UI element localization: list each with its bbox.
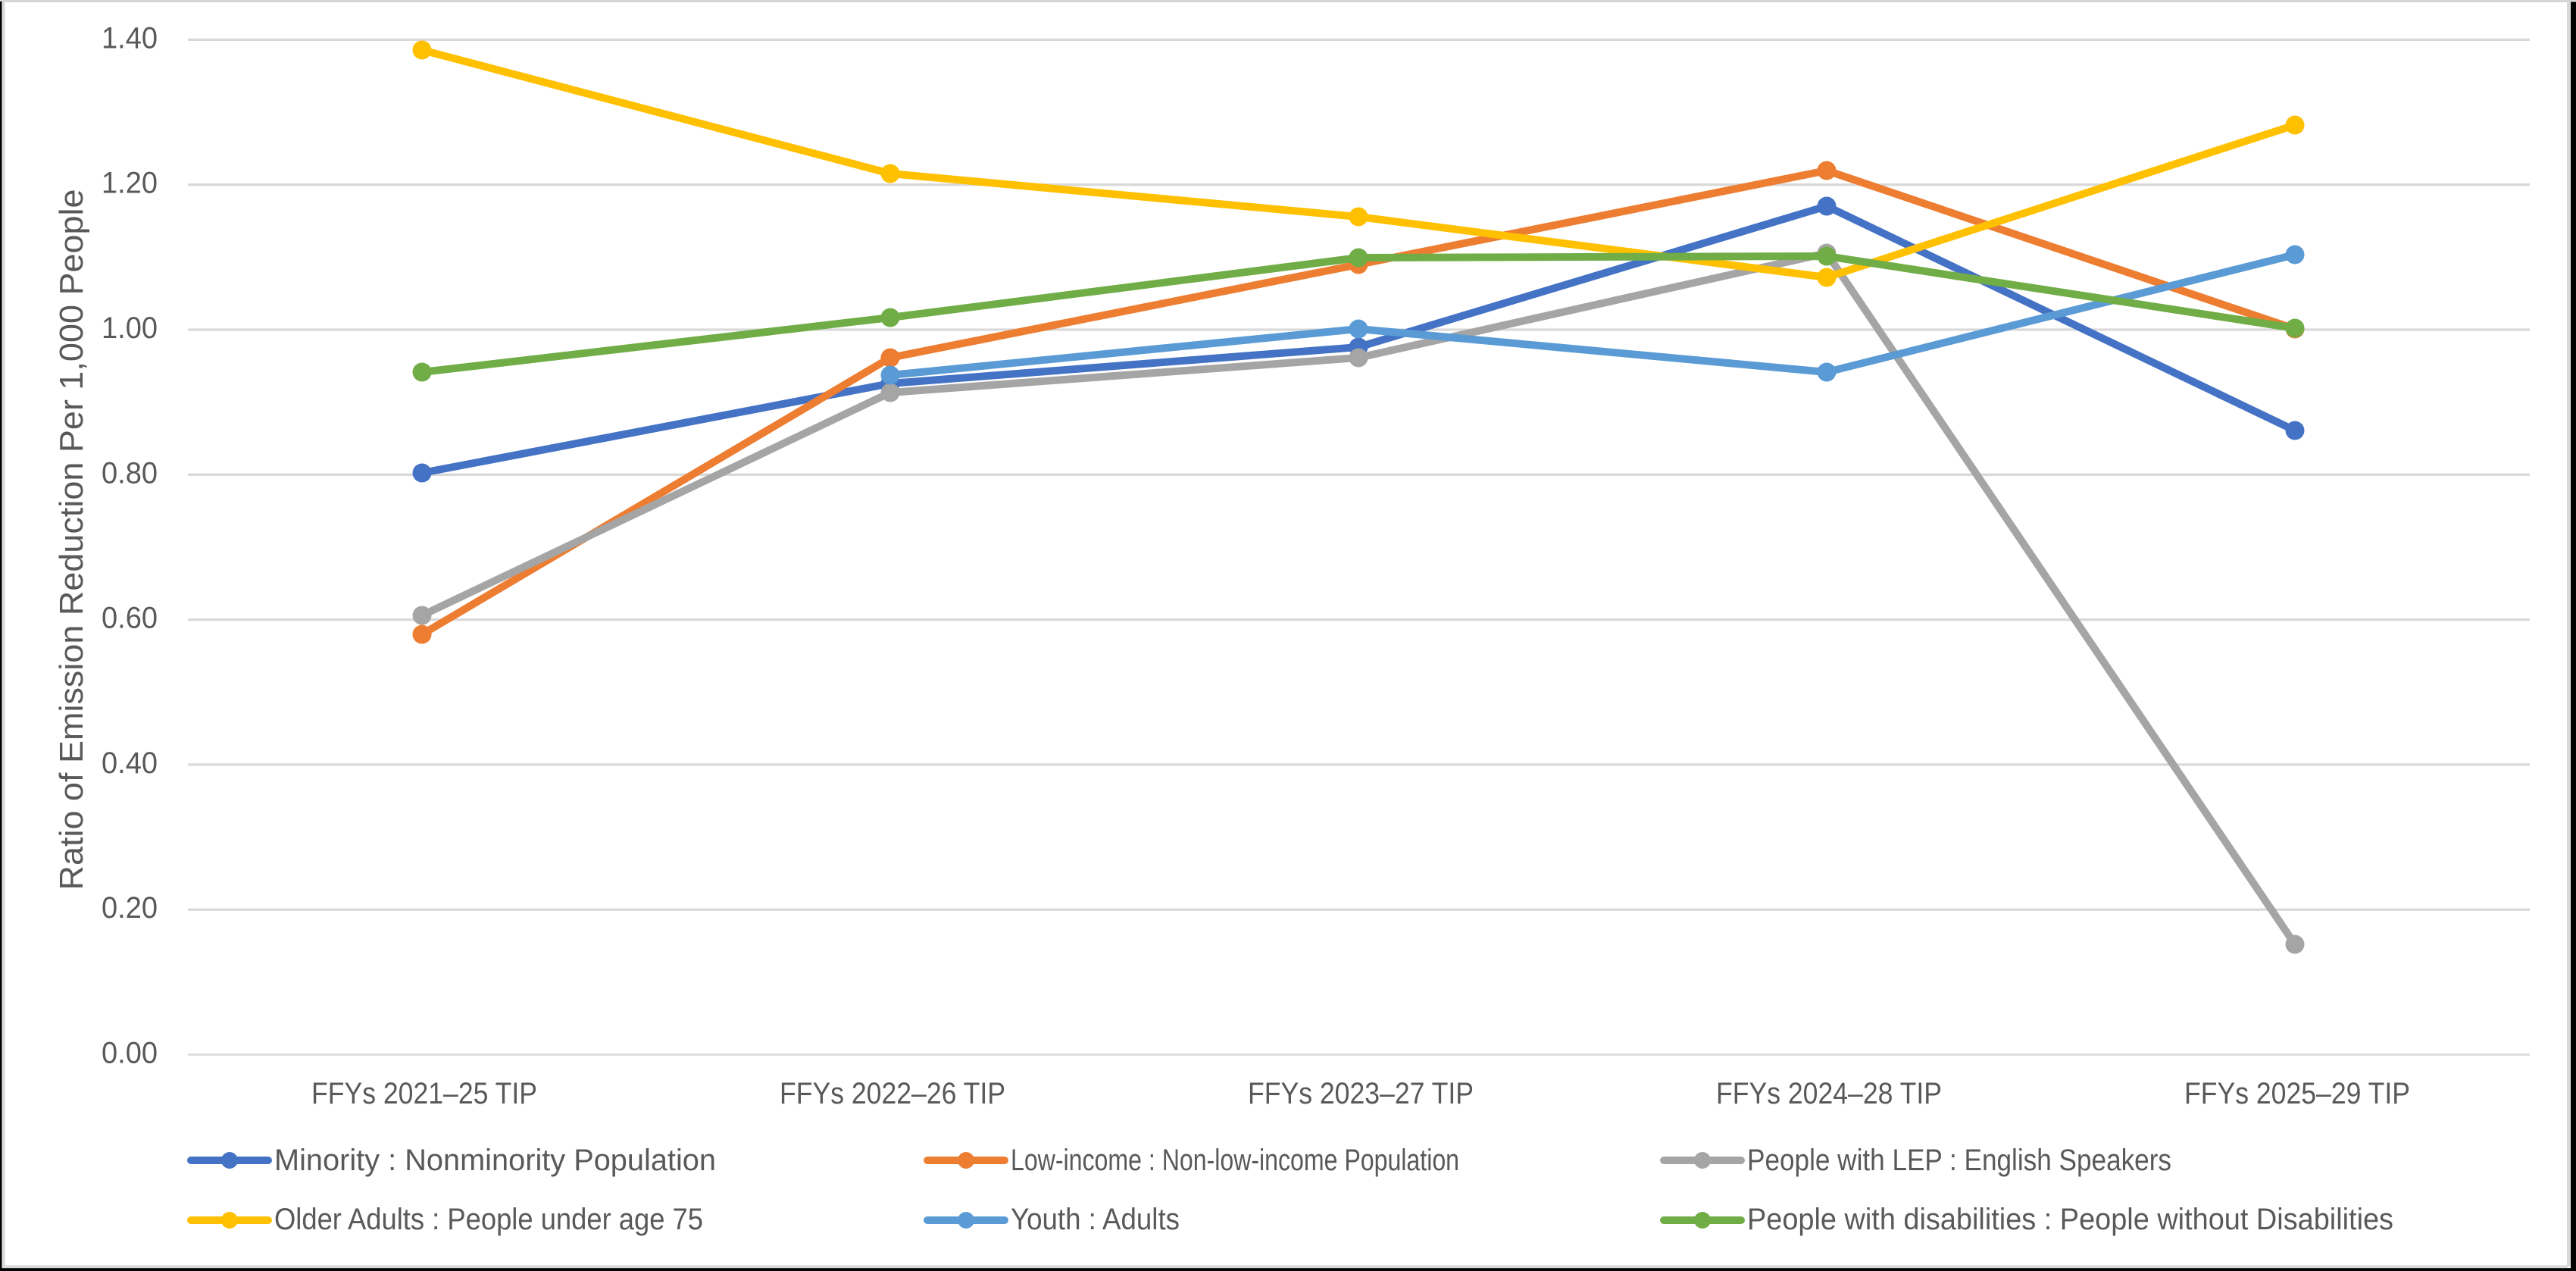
svg-text:0.00: 0.00 xyxy=(102,1037,158,1070)
svg-text:Older Adults : People under ag: Older Adults : People under age 75 xyxy=(274,1203,703,1236)
svg-text:Low-income : Non-low-income Po: Low-income : Non-low-income Population xyxy=(1011,1144,1459,1177)
svg-text:Youth : Adults: Youth : Adults xyxy=(1011,1203,1180,1236)
svg-text:0.20: 0.20 xyxy=(102,891,158,925)
svg-text:0.80: 0.80 xyxy=(102,456,158,490)
svg-text:People with LEP : English Spea: People with LEP : English Speakers xyxy=(1747,1144,2171,1177)
svg-text:FFYs 2025–29 TIP: FFYs 2025–29 TIP xyxy=(2184,1077,2410,1110)
svg-text:FFYs 2023–27 TIP: FFYs 2023–27 TIP xyxy=(1248,1077,1474,1110)
svg-text:Ratio of Emission Reduction Pe: Ratio of Emission Reduction Per 1,000 Pe… xyxy=(53,189,90,890)
svg-text:Minority : Nonminority Populat: Minority : Nonminority Population xyxy=(274,1144,716,1177)
svg-text:FFYs 2022–26 TIP: FFYs 2022–26 TIP xyxy=(780,1077,1005,1110)
svg-text:FFYs 2024–28 TIP: FFYs 2024–28 TIP xyxy=(1716,1077,1942,1110)
svg-text:People with disabilities : Peo: People with disabilities : People withou… xyxy=(1747,1203,2393,1236)
svg-text:1.20: 1.20 xyxy=(102,167,158,200)
svg-text:1.40: 1.40 xyxy=(102,21,158,55)
svg-text:1.00: 1.00 xyxy=(102,311,158,345)
svg-text:0.60: 0.60 xyxy=(102,602,158,635)
svg-text:FFYs 2021–25 TIP: FFYs 2021–25 TIP xyxy=(311,1077,537,1110)
svg-text:0.40: 0.40 xyxy=(102,747,158,780)
